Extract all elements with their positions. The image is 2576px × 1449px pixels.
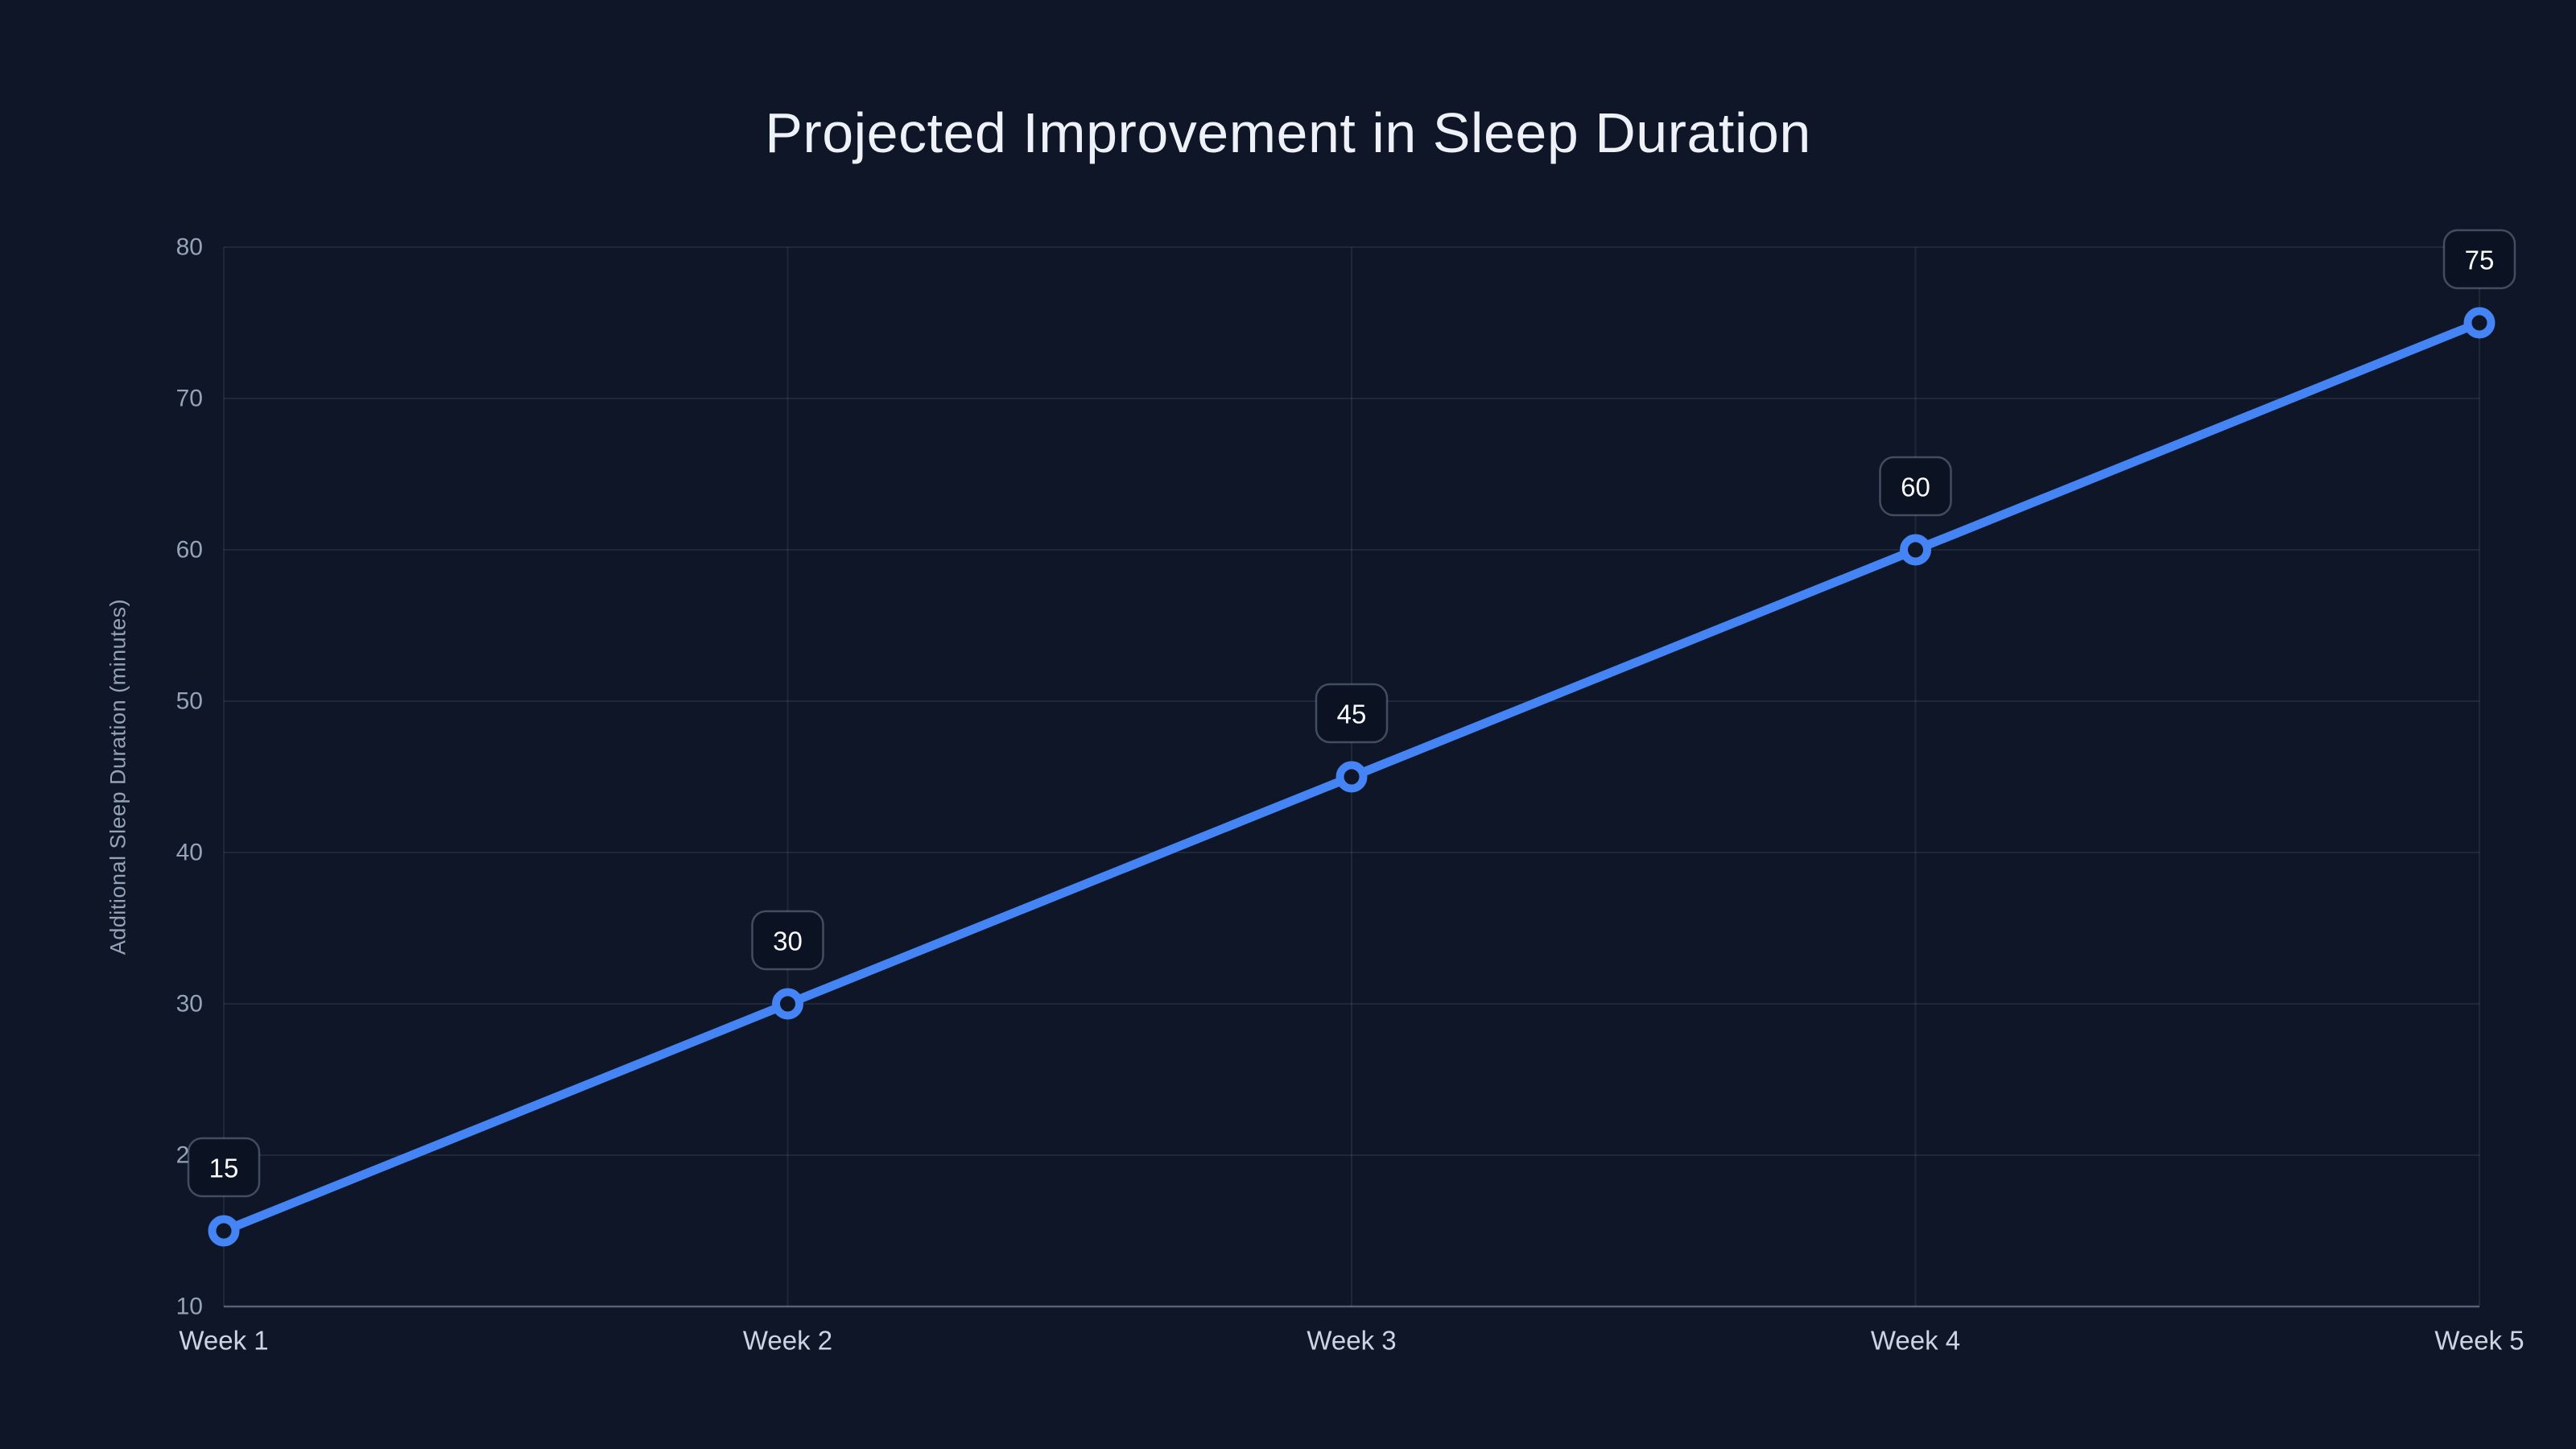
x-axis-tick-label: Week 3 — [1307, 1326, 1396, 1356]
y-axis-tick-label: 30 — [176, 991, 203, 1018]
data-point-marker[interactable] — [772, 988, 803, 1020]
y-axis-tick-label: 70 — [176, 386, 203, 412]
data-point-marker[interactable] — [1335, 761, 1368, 793]
chart-title: Projected Improvement in Sleep Duration — [765, 101, 1811, 164]
y-axis-tick-label: 50 — [176, 688, 203, 715]
data-point-marker[interactable] — [1900, 534, 1931, 566]
point-value-label: 15 — [209, 1154, 239, 1183]
point-value-badge — [187, 1137, 261, 1198]
point-value-label: 60 — [1901, 473, 1930, 502]
point-value-label: 75 — [2465, 246, 2495, 275]
data-point-marker[interactable] — [208, 1215, 240, 1247]
y-axis-tick-label: 60 — [176, 537, 203, 564]
point-value-label: 30 — [773, 927, 803, 956]
x-axis-tick-label: Week 1 — [179, 1326, 268, 1356]
point-value-badge — [1315, 683, 1389, 744]
y-axis-tick-label: 10 — [176, 1294, 203, 1320]
point-value-badge — [751, 910, 824, 971]
point-value-label: 45 — [1337, 700, 1367, 729]
y-axis-tick-label: 80 — [176, 234, 203, 261]
y-axis-tick-label: 40 — [176, 840, 203, 866]
point-value-badge — [2442, 229, 2516, 290]
x-axis-tick-label: Week 4 — [1871, 1326, 1960, 1356]
point-value-badge — [1879, 456, 1952, 517]
x-axis-tick-label: Week 2 — [743, 1326, 832, 1356]
x-axis-tick-label: Week 5 — [2434, 1326, 2524, 1356]
data-point-marker[interactable] — [2463, 307, 2496, 339]
